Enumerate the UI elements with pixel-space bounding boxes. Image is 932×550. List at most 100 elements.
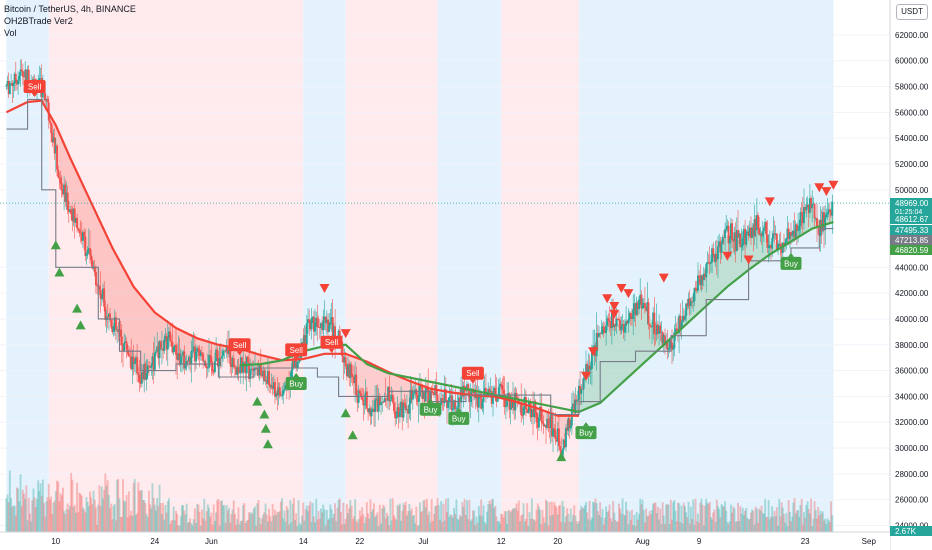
candle-body: [70, 209, 72, 214]
signal-label: Sell: [233, 341, 247, 350]
candle-body: [296, 362, 298, 368]
candle-body: [263, 371, 265, 381]
candle-body: [154, 353, 156, 370]
candle-body: [725, 229, 727, 230]
candle-body: [785, 238, 787, 242]
candle-body: [17, 81, 19, 85]
candle-body: [554, 430, 556, 439]
candle-body: [608, 318, 610, 321]
candle-body: [590, 369, 592, 370]
candle-body: [76, 218, 78, 228]
candle-body: [668, 348, 670, 350]
candle-body: [771, 238, 773, 249]
y-tick-label: 50000.00: [895, 186, 929, 195]
x-tick-label: 10: [51, 537, 60, 546]
currency-button[interactable]: USDT: [896, 4, 928, 20]
candle-body: [58, 177, 60, 178]
candle-body: [146, 373, 148, 380]
y-tick-label: 28000.00: [895, 470, 929, 479]
candle-body: [123, 343, 125, 351]
candle-body: [308, 319, 310, 322]
candle-body: [22, 71, 24, 77]
candle-body: [113, 326, 115, 332]
candle-body: [201, 352, 203, 353]
candle-body: [739, 233, 741, 247]
y-tick-label: 58000.00: [895, 83, 929, 92]
candle-body: [432, 392, 434, 393]
candle-body: [705, 264, 707, 277]
candle-body: [565, 428, 567, 447]
candle-body: [392, 395, 394, 403]
candle-body: [209, 355, 211, 356]
candle-body: [355, 375, 357, 396]
candle-body: [242, 362, 244, 373]
y-tick-label: 56000.00: [895, 108, 929, 117]
candle-body: [79, 230, 81, 233]
candle-body: [84, 237, 86, 256]
candle-body: [527, 412, 529, 414]
candle-body: [503, 390, 505, 394]
y-tick-label: 34000.00: [895, 392, 929, 401]
candle-body: [800, 212, 802, 226]
y-tick-label: 44000.00: [895, 263, 929, 272]
candle-body: [525, 397, 527, 409]
candle-body: [21, 70, 23, 71]
candle-body: [126, 342, 128, 350]
candle-body: [731, 223, 733, 240]
candle-body: [385, 398, 387, 399]
candle-body: [298, 361, 300, 362]
candle-body: [603, 327, 605, 331]
candle-body: [366, 391, 368, 408]
candle-body: [382, 402, 384, 403]
candle-body: [659, 326, 661, 333]
candle-body: [452, 408, 454, 411]
candle-body: [238, 367, 240, 373]
candle-body: [169, 332, 171, 341]
candle-body: [216, 350, 218, 359]
candle-body: [380, 403, 382, 406]
candle-body: [672, 348, 674, 350]
signal-label: Sell: [290, 346, 304, 355]
x-tick-label: 12: [497, 537, 506, 546]
candle-body: [136, 357, 138, 373]
candle-body: [742, 238, 744, 245]
candle-body: [651, 326, 653, 327]
candle-body: [542, 421, 544, 424]
candle-body: [638, 299, 640, 309]
candle-body: [128, 354, 130, 357]
candle-body: [90, 255, 92, 260]
candle-body: [399, 412, 401, 417]
candle-body: [9, 84, 11, 94]
candle-body: [233, 358, 235, 366]
volume-indicator-name: Vol: [4, 28, 17, 38]
candle-body: [395, 418, 397, 419]
candle-body: [362, 400, 364, 406]
candle-body: [447, 401, 449, 408]
candle-body: [317, 318, 319, 327]
x-tick-label: Aug: [635, 537, 649, 546]
candle-body: [202, 354, 204, 362]
candle-body: [279, 387, 281, 395]
candle-body: [394, 411, 396, 418]
candle-body: [268, 371, 270, 385]
candle-body: [67, 193, 69, 210]
candle-body: [457, 408, 459, 409]
candle-body: [589, 366, 591, 370]
candle-body: [448, 397, 450, 401]
candle-body: [50, 123, 52, 133]
candle-body: [404, 403, 406, 405]
candle-body: [762, 231, 764, 236]
candle-body: [306, 323, 308, 345]
candle-body: [418, 397, 420, 402]
candle-body: [408, 404, 410, 413]
candle-body: [441, 398, 443, 401]
signal-label: Buy: [424, 405, 438, 414]
candle-body: [547, 419, 549, 427]
candle-body: [745, 233, 747, 244]
x-tick-label: Jul: [418, 537, 428, 546]
candle-body: [616, 319, 618, 326]
candle-body: [328, 325, 330, 332]
candle-body: [87, 250, 89, 254]
